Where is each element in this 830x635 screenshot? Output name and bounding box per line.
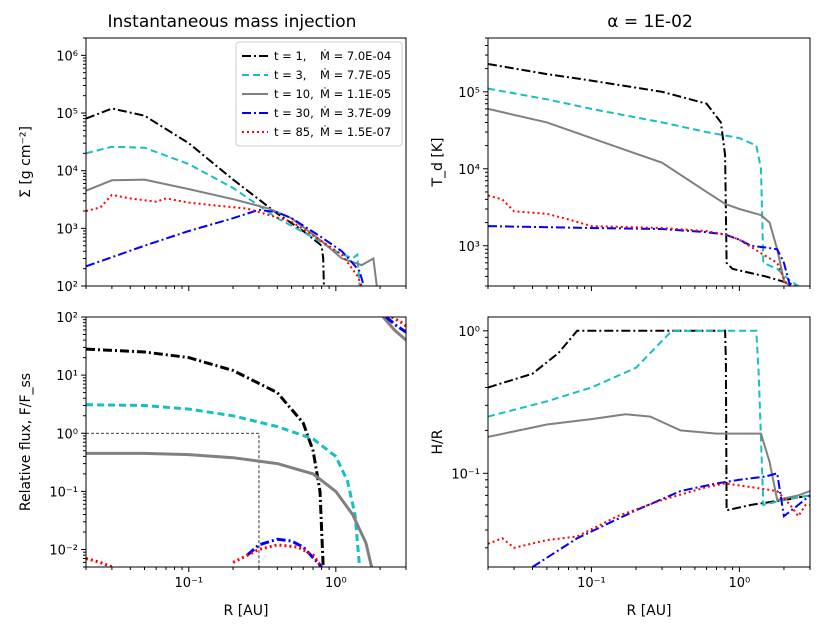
series-line-t=3 bbox=[86, 403, 362, 567]
legend-time: t = 1, bbox=[274, 49, 306, 63]
y-tick-label: 10⁴ bbox=[56, 165, 78, 180]
legend-mdot: Ṁ = 7.7E-05 bbox=[320, 67, 391, 82]
plot-frame bbox=[85, 316, 407, 568]
series-line-t=85tail bbox=[390, 317, 406, 328]
y-tick-label: 10⁰ bbox=[56, 427, 78, 442]
y-tick-label: 10² bbox=[56, 311, 78, 326]
legend-time: t = 30, bbox=[274, 106, 314, 120]
legend-time: t = 3, bbox=[274, 68, 306, 82]
series-line-t=30 bbox=[86, 208, 365, 286]
panel-sigma: 10² 10³ 10⁴ 10⁵ 10⁶ Σ [g cm⁻²] t = 1, Ṁ = 7.0E-… bbox=[18, 37, 407, 295]
legend-mdot: Ṁ = 1.5E-07 bbox=[320, 124, 391, 139]
title-left: Instantaneous mass injection bbox=[108, 12, 357, 32]
series-line-t=3 bbox=[86, 145, 361, 286]
y-tick-label: 10⁴ bbox=[458, 163, 480, 178]
y-axis-label: Σ [g cm⁻²] bbox=[18, 126, 34, 198]
panel-hr: 10⁻¹ 10⁰ 10⁻¹ 10⁰ H/R R [AU] bbox=[430, 316, 811, 619]
series-line-t=1 bbox=[86, 347, 325, 567]
plot-frame bbox=[85, 37, 407, 287]
legend: t = 1, Ṁ = 7.0E-04 t = 3, Ṁ = 7.7E-05 t = 10… bbox=[235, 41, 403, 147]
series-line-t=10 bbox=[488, 107, 791, 286]
x-axis-label: R [AU] bbox=[627, 603, 672, 619]
legend-mdot: Ṁ = 7.0E-04 bbox=[320, 48, 391, 63]
x-tick-label: 10⁻¹ bbox=[174, 576, 203, 591]
y-tick-label: 10⁶ bbox=[56, 49, 78, 64]
series-line-t=3 bbox=[488, 87, 799, 286]
series-line-t=85 bbox=[488, 482, 810, 549]
legend-mdot: Ṁ = 1.1E-05 bbox=[320, 86, 391, 101]
series-line-t=30 bbox=[246, 537, 323, 567]
series-line-t=30tail bbox=[385, 317, 406, 334]
y-tick-label: 10⁵ bbox=[56, 107, 78, 122]
series-line-t=85 bbox=[488, 194, 789, 286]
y-axis-label: T_d [K] bbox=[430, 138, 446, 188]
panel-flux: 10⁻² 10⁻¹ 10⁰ 10¹ 10² 10⁻¹ 10⁰ Relative flux, F… bbox=[18, 311, 407, 619]
series-line-t=10tail bbox=[382, 317, 406, 342]
series-line-t=30 bbox=[531, 472, 810, 567]
legend-box bbox=[235, 41, 403, 147]
panel-td: 10³ 10⁴ 10⁵ T_d [K] bbox=[430, 37, 811, 291]
series-line-t=30 bbox=[488, 225, 792, 286]
plot-frame bbox=[487, 316, 811, 568]
y-tick-label: 10⁰ bbox=[458, 325, 480, 340]
series-line-t=10 bbox=[86, 451, 374, 567]
series-line-t=85 bbox=[86, 557, 113, 567]
y-tick-label: 10⁻¹ bbox=[49, 485, 78, 500]
x-tick-label: 10⁰ bbox=[325, 576, 347, 591]
legend-mdot: Ṁ = 3.7E-09 bbox=[320, 105, 391, 120]
y-tick-label: 10¹ bbox=[56, 369, 78, 384]
x-tick-label: 10⁻¹ bbox=[577, 576, 606, 591]
y-axis-label: Relative flux, F/F_ss bbox=[18, 373, 34, 511]
x-axis-label: R [AU] bbox=[224, 603, 269, 619]
y-tick-label: 10³ bbox=[56, 222, 78, 237]
y-tick-label: 10⁻¹ bbox=[451, 467, 480, 482]
series-line-t=3 bbox=[488, 329, 810, 507]
y-tick-label: 10⁵ bbox=[458, 86, 480, 101]
y-tick-label: 10⁻² bbox=[49, 544, 78, 559]
series-line-t=85 bbox=[86, 193, 363, 286]
series-line-t=10 bbox=[488, 413, 810, 502]
x-tick-label: 10⁰ bbox=[729, 576, 751, 591]
legend-time: t = 10, bbox=[274, 87, 314, 101]
series-line-t=1 bbox=[488, 329, 810, 512]
series-line-t=85b bbox=[232, 543, 323, 567]
title-right: α = 1E-02 bbox=[607, 12, 693, 32]
plot-frame bbox=[487, 37, 811, 287]
legend-time: t = 85, bbox=[274, 125, 314, 139]
y-tick-label: 10² bbox=[56, 280, 78, 295]
y-axis-label: H/R bbox=[430, 429, 446, 454]
series-line-t=10 bbox=[86, 178, 378, 286]
guide-line bbox=[86, 432, 260, 567]
y-tick-label: 10³ bbox=[458, 240, 480, 255]
series-line-t=1 bbox=[488, 63, 799, 286]
